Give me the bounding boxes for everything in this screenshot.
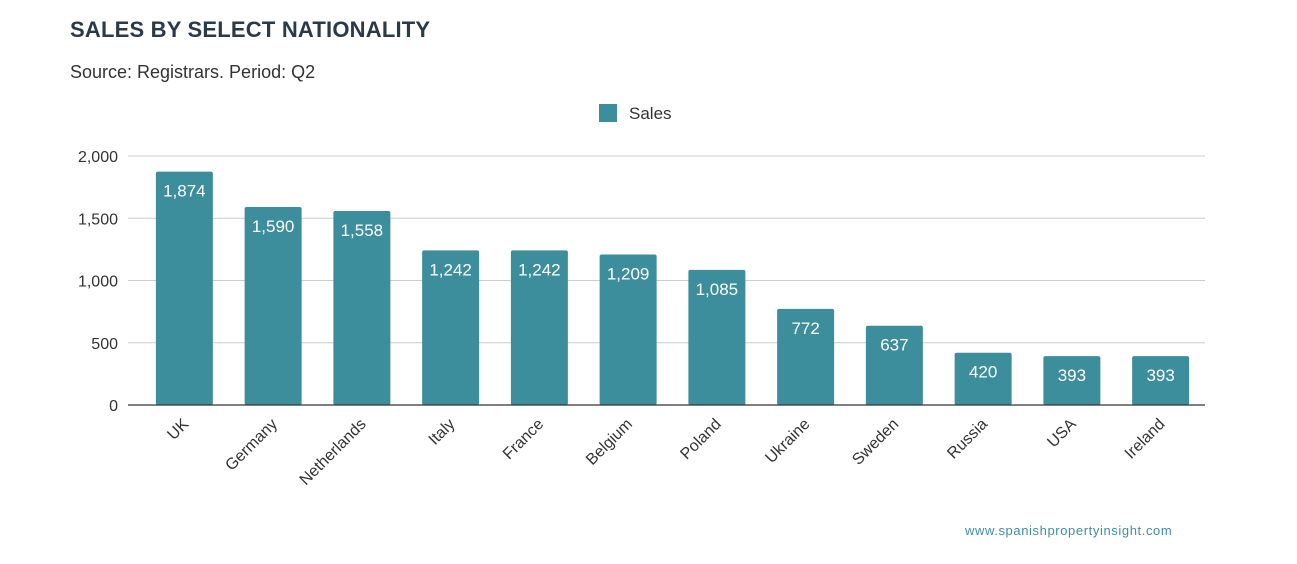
source-credit: www.spanishpropertyinsight.com	[965, 523, 1173, 538]
x-tick-label: Netherlands	[297, 416, 370, 489]
bar	[688, 269, 746, 405]
bar	[510, 250, 568, 405]
bar	[954, 352, 1012, 405]
chart-title: SALES BY SELECT NATIONALITY	[70, 17, 431, 42]
bar	[599, 254, 657, 405]
x-tick-label: Sweden	[849, 416, 902, 469]
y-tick-label: 0	[109, 398, 118, 415]
legend-swatch	[599, 104, 617, 122]
x-tick-label: France	[500, 416, 547, 463]
bar	[422, 250, 480, 405]
x-tick-label: Germany	[222, 416, 281, 475]
x-tick-label: Russia	[944, 416, 991, 463]
data-label: 1,242	[518, 260, 561, 279]
data-label: 1,874	[163, 182, 206, 201]
bar	[244, 207, 302, 405]
bar	[155, 171, 213, 405]
x-tick-label: Belgium	[583, 416, 636, 469]
data-label: 393	[1146, 366, 1174, 385]
data-label: 1,209	[607, 264, 650, 283]
legend-label: Sales	[629, 104, 672, 123]
chart-subtitle: Source: Registrars. Period: Q2	[70, 62, 316, 82]
y-tick-label: 1,500	[78, 211, 118, 228]
data-label: 1,558	[341, 221, 384, 240]
data-label: 1,590	[252, 217, 295, 236]
data-label: 1,242	[429, 260, 472, 279]
x-tick-label: USA	[1044, 416, 1080, 452]
y-tick-label: 500	[91, 336, 118, 353]
data-label: 393	[1058, 366, 1086, 385]
data-label: 1,085	[696, 280, 739, 299]
bar	[1132, 356, 1190, 405]
data-label: 772	[791, 319, 819, 338]
bar	[333, 211, 391, 405]
y-tick-label: 2,000	[78, 149, 118, 166]
bar	[865, 325, 923, 405]
x-tick-label: Ireland	[1122, 416, 1169, 463]
x-tick-label: Ukraine	[762, 416, 813, 467]
x-tick-label: Poland	[677, 416, 724, 463]
bar	[1043, 356, 1101, 405]
data-label: 420	[969, 363, 997, 382]
data-label: 637	[880, 336, 908, 355]
bar	[777, 308, 835, 405]
x-tick-label: Italy	[426, 416, 459, 449]
x-tick-label: UK	[164, 416, 192, 444]
y-tick-label: 1,000	[78, 274, 118, 291]
